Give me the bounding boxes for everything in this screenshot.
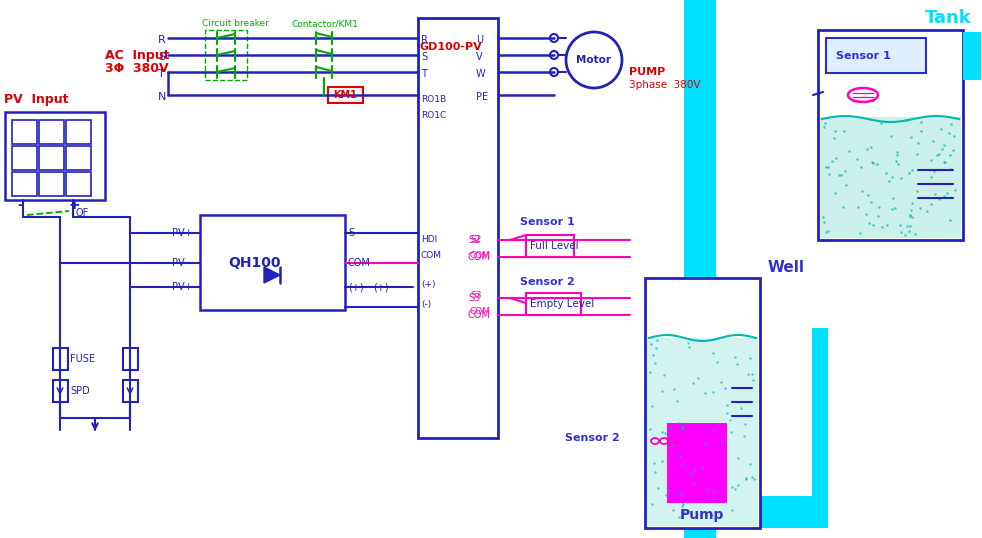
Text: GD100-PV: GD100-PV (420, 42, 483, 52)
Bar (647, 338, 758, 526)
Bar (205, 30, 247, 80)
Circle shape (566, 32, 622, 88)
Text: 3Φ  380V: 3Φ 380V (105, 61, 169, 74)
Bar (39, 172, 64, 196)
Bar (66, 120, 91, 144)
Bar (328, 87, 363, 103)
Bar (39, 146, 64, 170)
Circle shape (550, 51, 558, 59)
Text: COM: COM (470, 308, 491, 316)
Bar (826, 38, 926, 73)
Text: RO1B: RO1B (421, 96, 446, 104)
Text: R: R (421, 35, 428, 45)
Bar (5, 112, 105, 200)
Circle shape (550, 68, 558, 76)
Text: RO1C: RO1C (421, 110, 446, 119)
Bar (66, 146, 91, 170)
Text: Sensor 2: Sensor 2 (520, 277, 574, 287)
Text: (+): (+) (373, 282, 389, 292)
Text: S: S (348, 228, 355, 238)
Bar (716, 496, 812, 528)
Text: SPD: SPD (70, 386, 89, 396)
Text: -: - (17, 198, 23, 212)
Text: Motor: Motor (576, 55, 612, 65)
Text: Sensor 1: Sensor 1 (836, 51, 891, 61)
Text: AC  Input: AC Input (105, 48, 170, 61)
Bar (53, 348, 68, 370)
Polygon shape (264, 267, 280, 283)
Text: PV+: PV+ (172, 282, 192, 292)
Text: KM1: KM1 (333, 90, 356, 100)
Bar (418, 18, 498, 438)
Bar (684, 0, 716, 538)
Bar (812, 328, 828, 528)
Text: (+): (+) (421, 280, 435, 289)
Text: S2: S2 (468, 235, 480, 245)
Text: COM: COM (421, 251, 442, 259)
Bar (667, 423, 727, 503)
Bar (66, 172, 91, 196)
Text: W: W (476, 69, 486, 79)
Bar (123, 348, 138, 370)
Bar (12, 146, 37, 170)
Text: Circuit breaker: Circuit breaker (202, 19, 269, 29)
Text: T: T (158, 69, 165, 79)
Bar (123, 380, 138, 402)
Text: COM: COM (348, 258, 371, 268)
Text: FUSE: FUSE (70, 354, 95, 364)
Text: PV  Input: PV Input (4, 94, 69, 107)
Bar (12, 120, 37, 144)
Text: +: + (69, 198, 81, 212)
Text: (+): (+) (348, 282, 363, 292)
Text: PE: PE (476, 92, 488, 102)
Text: PUMP: PUMP (629, 67, 665, 77)
Text: COM: COM (468, 252, 491, 262)
Text: V: V (476, 52, 482, 62)
Text: U: U (476, 35, 483, 45)
Text: N: N (158, 92, 166, 102)
Text: Sensor 1: Sensor 1 (520, 217, 574, 227)
Text: S3: S3 (468, 293, 480, 303)
Bar (820, 117, 961, 238)
Text: HDI: HDI (421, 236, 437, 244)
Circle shape (550, 34, 558, 42)
Text: (-): (-) (421, 301, 431, 309)
Bar (526, 293, 581, 315)
Bar (39, 120, 64, 144)
Bar (12, 172, 37, 196)
Bar (963, 32, 981, 80)
Text: S: S (158, 52, 165, 62)
Text: Full Level: Full Level (530, 241, 578, 251)
Text: S3: S3 (470, 291, 481, 300)
Text: Well: Well (768, 260, 805, 275)
Text: PV+: PV+ (172, 228, 192, 238)
Text: S: S (421, 52, 427, 62)
Text: QF: QF (76, 208, 89, 218)
Text: PV-: PV- (172, 258, 188, 268)
Bar (526, 235, 574, 257)
Text: T: T (421, 69, 427, 79)
Text: -: - (373, 301, 377, 314)
Text: COM: COM (470, 251, 491, 259)
Text: COM: COM (468, 310, 491, 320)
Bar (200, 215, 345, 310)
Bar (818, 30, 963, 240)
Bar (645, 278, 760, 528)
Text: QH100: QH100 (228, 256, 281, 270)
Text: Tank: Tank (925, 9, 972, 27)
Text: R: R (158, 35, 166, 45)
Text: Sensor 2: Sensor 2 (565, 433, 620, 443)
Text: S2: S2 (470, 236, 481, 244)
Text: Contactor/KM1: Contactor/KM1 (292, 19, 358, 29)
Text: 3phase  380V: 3phase 380V (629, 80, 700, 90)
Bar (53, 380, 68, 402)
Text: Empty Level: Empty Level (530, 299, 594, 309)
Text: Pump: Pump (680, 508, 724, 522)
